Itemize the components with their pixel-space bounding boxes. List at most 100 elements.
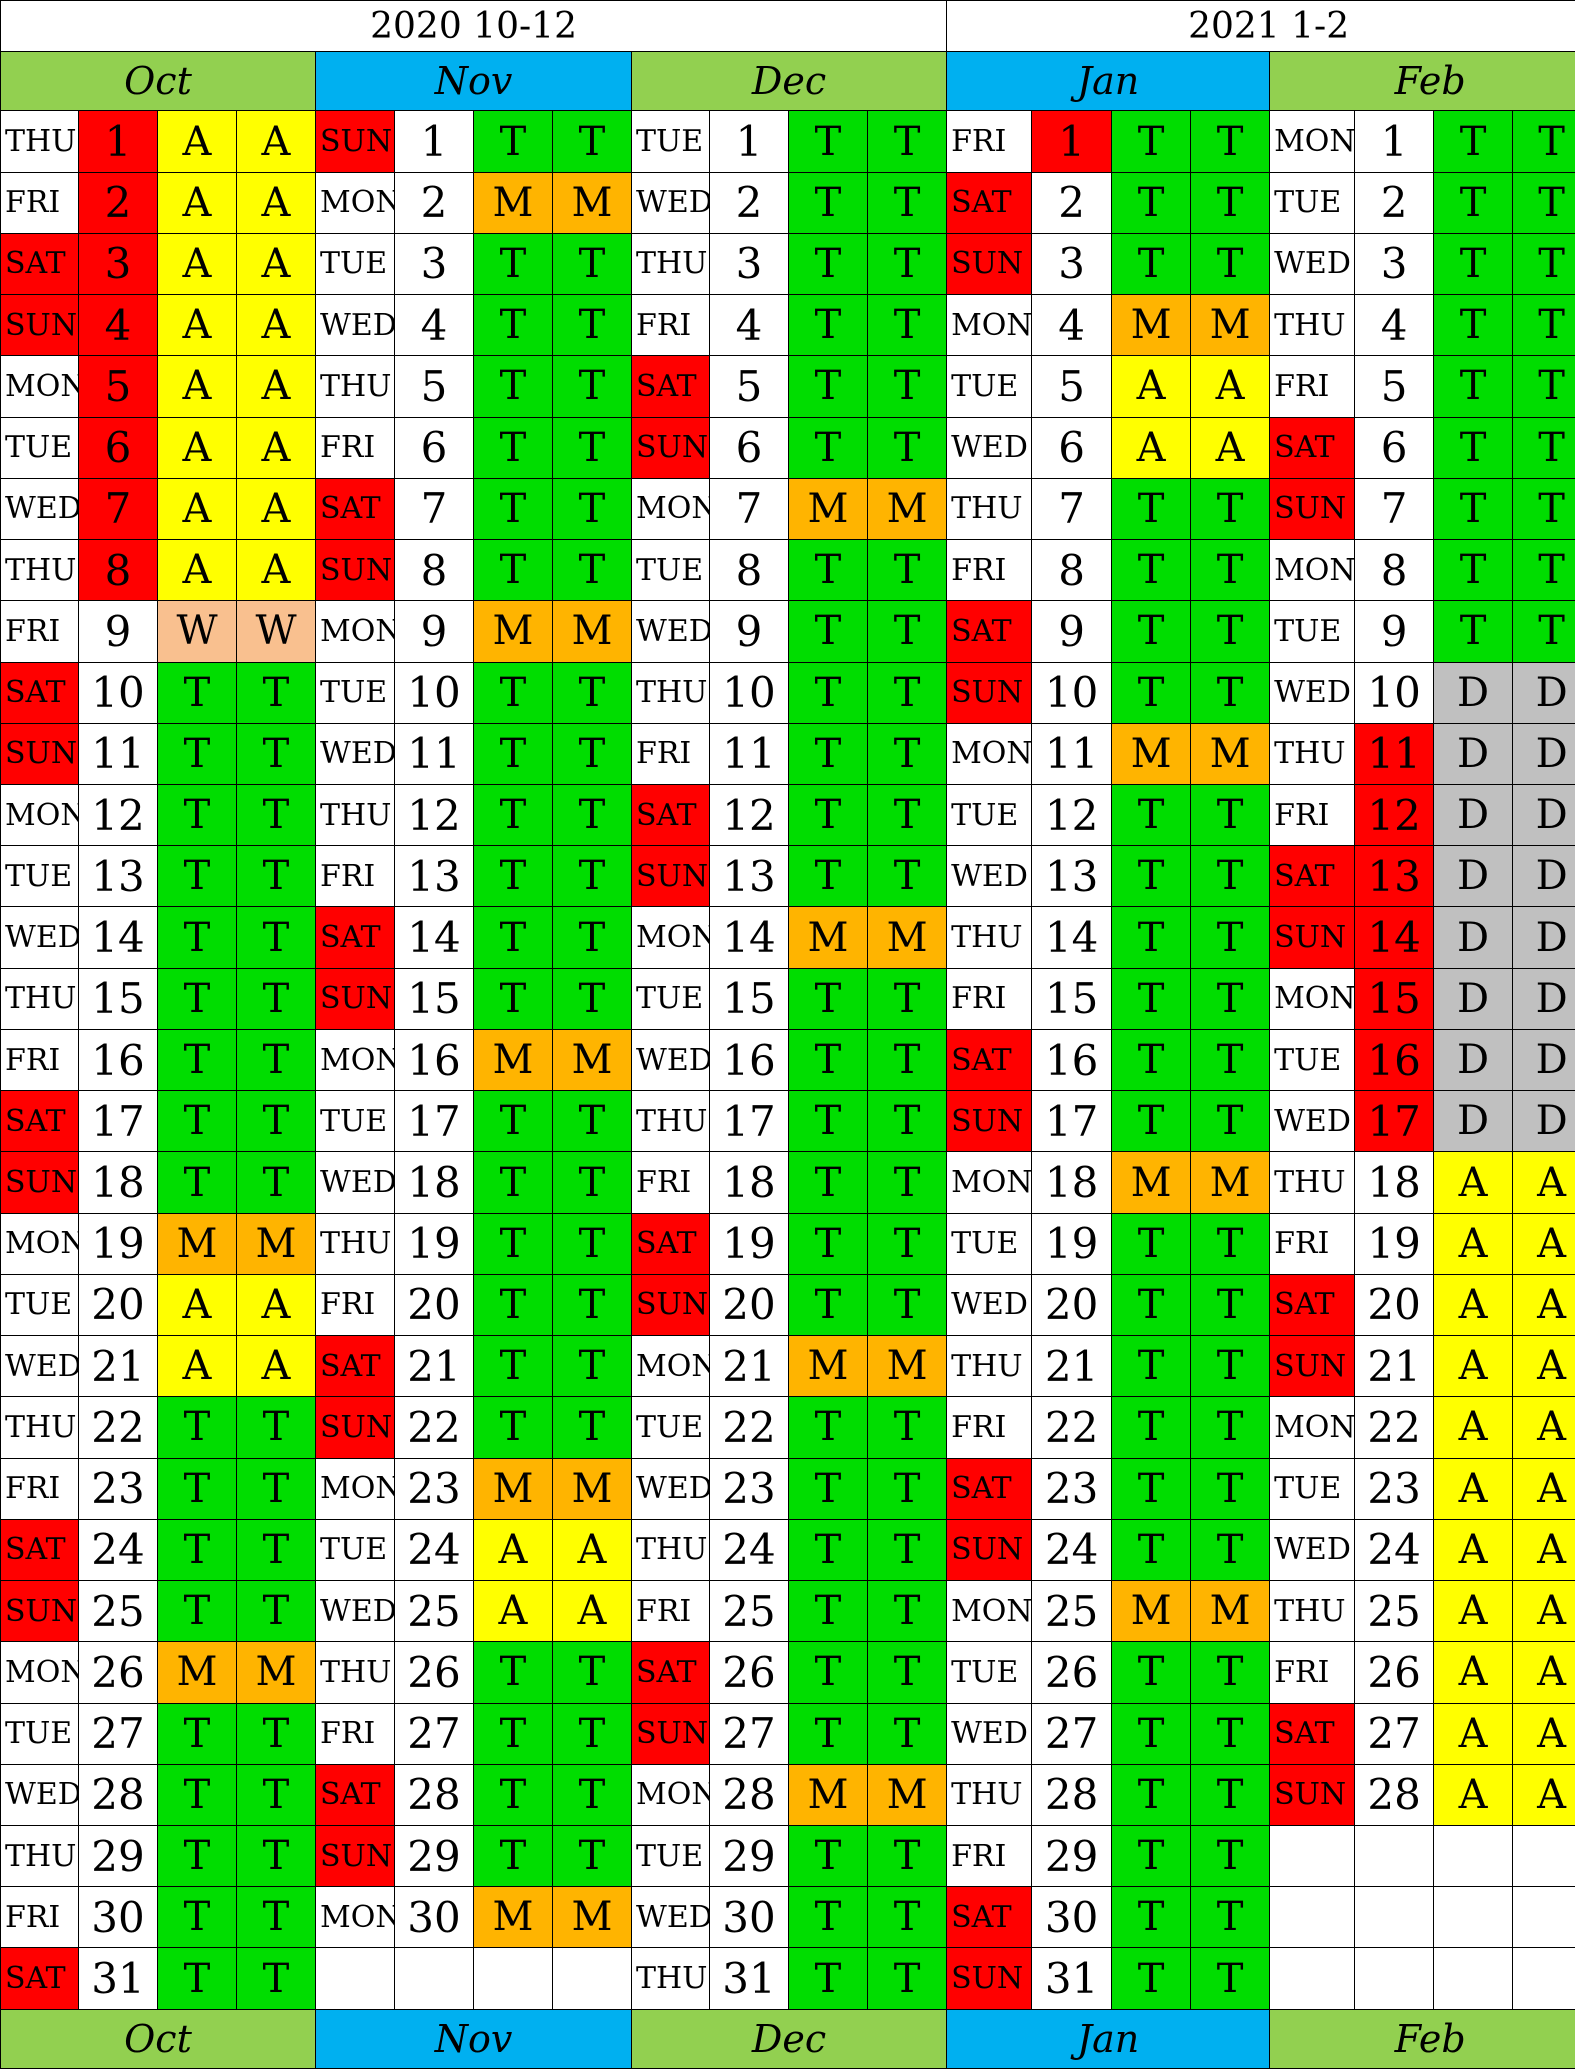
weekday-cell: SAT	[946, 600, 1033, 663]
weekday-cell: MON	[631, 906, 710, 969]
weekday-cell: SAT	[631, 1212, 710, 1275]
weekday-cell: SAT	[315, 906, 395, 969]
date-cell: 15	[1354, 967, 1435, 1030]
shift-cell: T	[1111, 967, 1192, 1030]
shift-cell: A	[1111, 355, 1192, 418]
shift-cell: A	[1433, 1457, 1514, 1520]
shift-cell: T	[236, 845, 316, 908]
weekday-cell: SUN	[315, 539, 395, 602]
date-cell: 15	[394, 967, 474, 1030]
weekday-cell: WED	[1269, 1518, 1356, 1582]
date-cell: 29	[394, 1824, 474, 1888]
shift-cell: T	[552, 1824, 632, 1888]
date-cell: 14	[394, 906, 474, 969]
weekday-cell: SUN	[1269, 1335, 1356, 1398]
shift-cell: T	[157, 1090, 237, 1153]
shift-cell: A	[1433, 1396, 1514, 1459]
weekday-cell: MON	[631, 1763, 710, 1826]
shift-cell: A	[1433, 1518, 1514, 1582]
shift-cell: T	[1111, 783, 1192, 847]
date-cell: 19	[394, 1212, 474, 1275]
shift-cell: T	[866, 1090, 948, 1153]
shift-cell: T	[788, 539, 868, 602]
shift-cell: T	[1512, 232, 1575, 296]
weekday-cell: MON	[946, 1151, 1033, 1214]
weekday-cell: FRI	[946, 967, 1033, 1030]
shift-cell: T	[1433, 232, 1514, 296]
shift-cell: T	[552, 722, 632, 785]
shift-cell: T	[866, 1580, 948, 1643]
weekday-cell: THU	[631, 1518, 710, 1582]
shift-cell: T	[552, 1212, 632, 1275]
weekday-cell: SAT	[0, 1947, 79, 2010]
shift-cell: M	[552, 600, 632, 663]
shift-cell: A	[1512, 1396, 1575, 1459]
shift-cell: T	[157, 1763, 237, 1826]
weekday-cell: MON	[0, 1641, 79, 1704]
date-cell: 9	[709, 600, 789, 663]
date-cell: 22	[394, 1396, 474, 1459]
top-month-header: Oct	[0, 51, 316, 112]
shift-cell: T	[866, 294, 948, 357]
shift-cell: A	[1433, 1335, 1514, 1398]
date-cell: 28	[1354, 1763, 1435, 1826]
weekday-cell: MON	[631, 1335, 710, 1398]
shift-cell: T	[157, 1886, 237, 1949]
date-cell: 19	[78, 1212, 158, 1275]
weekday-cell: SUN	[631, 1273, 710, 1337]
shift-cell: A	[236, 416, 316, 479]
date-cell: 8	[78, 539, 158, 602]
shift-cell: A	[157, 355, 237, 418]
weekday-cell: MON	[1269, 539, 1356, 602]
shift-cell: T	[236, 1518, 316, 1582]
day-row: TUE 13 T T FRI 13 T T SUN 13 T T WED 13 T T SAT 13 D D	[0, 845, 1575, 908]
shift-cell: T	[473, 355, 553, 418]
shift-cell: T	[788, 600, 868, 663]
weekday-cell: SUN	[946, 1090, 1033, 1153]
weekday-cell: SUN	[0, 722, 79, 785]
shift-cell: A	[157, 1335, 237, 1398]
shift-cell: T	[1512, 110, 1575, 173]
shift-cell: D	[1433, 661, 1514, 724]
day-row: SAT 3 A A TUE 3 T T THU 3 T T SUN 3 T T WED 3 T T	[0, 232, 1575, 296]
shift-cell: T	[1190, 1335, 1271, 1398]
shift-cell: T	[866, 845, 948, 908]
weekday-cell: FRI	[1269, 1641, 1356, 1704]
weekday-cell: THU	[946, 906, 1033, 969]
shift-cell: T	[236, 661, 316, 724]
shift-cell: T	[866, 1518, 948, 1582]
shift-cell: T	[1111, 539, 1192, 602]
weekday-cell: WED	[631, 1886, 710, 1949]
weekday-cell: FRI	[0, 600, 79, 663]
shift-cell: M	[1111, 1580, 1192, 1643]
shift-cell: A	[236, 110, 316, 173]
weekday-cell: SUN	[946, 1518, 1033, 1582]
date-cell: 21	[1354, 1335, 1435, 1398]
shift-cell: T	[788, 1886, 868, 1949]
shift-cell: T	[473, 232, 553, 296]
top-month-header: Feb	[1269, 51, 1575, 112]
date-cell: 24	[1031, 1518, 1113, 1582]
shift-cell: A	[236, 355, 316, 418]
shift-cell: T	[788, 110, 868, 173]
shift-cell: T	[236, 1151, 316, 1214]
weekday-cell: MON	[946, 1580, 1033, 1643]
weekday-cell: SAT	[946, 1028, 1033, 1092]
shift-cell: T	[552, 1273, 632, 1337]
shift-cell: A	[157, 171, 237, 234]
weekday-cell: MON	[315, 600, 395, 663]
weekday-cell: MON	[0, 783, 79, 847]
date-cell: 31	[709, 1947, 789, 2010]
date-cell: 1	[709, 110, 789, 173]
date-cell: 1	[78, 110, 158, 173]
shift-cell: T	[1111, 1947, 1192, 2010]
shift-cell: T	[788, 1212, 868, 1275]
weekday-cell: WED	[1269, 661, 1356, 724]
date-cell: 26	[709, 1641, 789, 1704]
shift-cell: T	[788, 1273, 868, 1337]
day-row: SUN 11 T T WED 11 T T FRI 11 T T MON 11 M M THU 11 D D	[0, 722, 1575, 785]
shift-cell: T	[157, 1457, 237, 1520]
shift-cell: T	[866, 1641, 948, 1704]
shift-cell: T	[473, 1335, 553, 1398]
date-cell: 4	[1031, 294, 1113, 357]
